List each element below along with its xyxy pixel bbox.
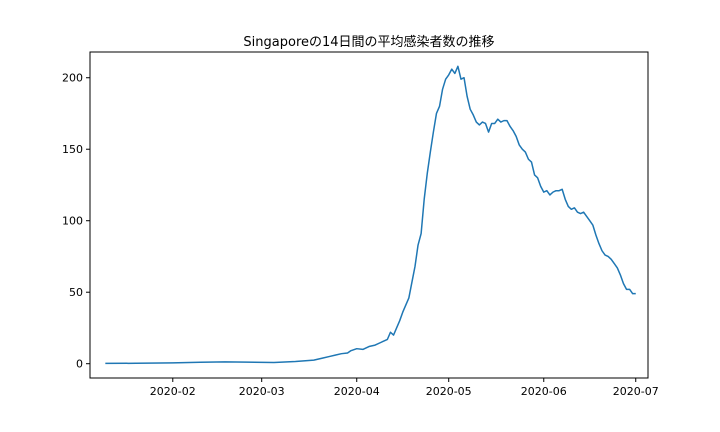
y-tick-label: 150: [62, 143, 83, 156]
x-tick-label: 2020-05: [426, 385, 472, 398]
x-tick-label: 2020-07: [613, 385, 659, 398]
series-line: [105, 65, 636, 365]
y-tick-label: 100: [62, 215, 83, 228]
y-tick-label: 0: [76, 358, 83, 371]
plot-area-frame: [89, 51, 649, 379]
x-axis: 2020-02 2020-03 2020-04 2020-05 2020-06 2020-…: [150, 378, 659, 398]
x-tick-label: 2020-02: [150, 385, 196, 398]
y-tick-label: 50: [69, 286, 83, 299]
y-axis: 0 50 100 150 200: [62, 72, 90, 371]
x-tick-label: 2020-06: [521, 385, 567, 398]
y-tick-label: 200: [62, 72, 83, 85]
chart-title: Singaporeの14日間の平均感染者数の推移: [243, 34, 494, 50]
x-tick-label: 2020-03: [239, 385, 285, 398]
x-tick-label: 2020-04: [334, 385, 380, 398]
